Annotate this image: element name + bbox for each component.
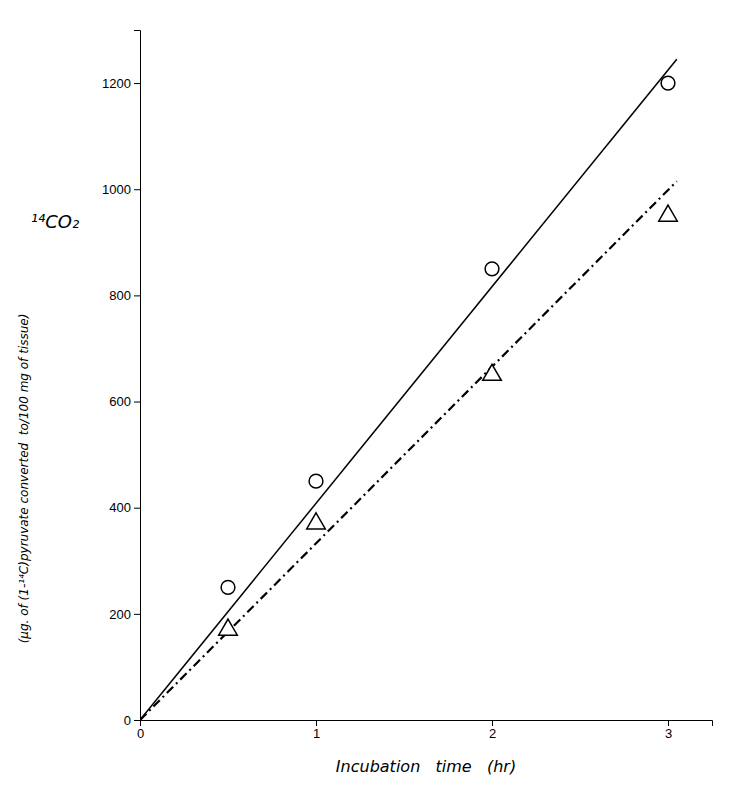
marks	[140, 59, 677, 720]
y-tick: 1000	[102, 182, 140, 197]
y-tick: 200	[109, 607, 140, 622]
y-tick-mark	[134, 295, 140, 296]
point	[219, 619, 238, 635]
x-axis-title: Incubation time (hr)	[336, 757, 516, 776]
line	[140, 181, 677, 720]
y-tick-label: 200	[109, 607, 131, 622]
point	[483, 364, 502, 380]
y-tick-label: 1000	[102, 182, 131, 197]
x-tick-label: 1	[313, 726, 320, 741]
y-tick-mark	[134, 720, 140, 721]
point	[661, 76, 675, 90]
y-tick-mark	[134, 508, 140, 509]
x-tick-label: 0	[137, 726, 144, 741]
plot: 0 1 2 3 0 200 400 600 800 1000 1200	[102, 31, 712, 742]
x-tick: 1	[313, 720, 320, 741]
x-tick: 2	[489, 720, 496, 741]
y-tick-label: 400	[109, 500, 131, 515]
y-tick-label: 1200	[102, 76, 131, 91]
point	[309, 474, 323, 488]
y-axis-title: ¹⁴CO₂	[31, 211, 79, 232]
point	[659, 205, 678, 221]
y-tick-label: 800	[109, 288, 131, 303]
y-axis-subtitle: (μg. of (1-¹⁴C)pyruvate converted to/100…	[17, 314, 31, 644]
y-tick-mark	[134, 614, 140, 615]
y-tick: 800	[109, 288, 140, 303]
x-tick: 0	[137, 720, 144, 741]
x-tick-label: 3	[665, 726, 672, 741]
point	[307, 513, 326, 529]
y-tick: 400	[109, 500, 140, 515]
x-tick-label: 2	[489, 726, 496, 741]
y-axis: 0 200 400 600 800 1000 1200	[102, 31, 140, 728]
y-tick-label: 600	[109, 394, 131, 409]
x-tick-mark	[316, 720, 317, 726]
x-axis-line	[141, 721, 713, 727]
y-tick-mark	[134, 189, 140, 190]
point	[221, 580, 235, 594]
point	[485, 262, 499, 276]
x-tick: 3	[665, 720, 672, 741]
chart: 0 1 2 3 0 200 400 600 800 1000 1200 Incubation time…	[0, 0, 752, 800]
y-axis-line	[134, 31, 141, 721]
y-tick-label: 0	[124, 713, 131, 728]
y-tick-mark	[134, 83, 140, 84]
x-tick-mark	[492, 720, 493, 726]
x-tick-mark	[668, 720, 669, 726]
y-tick: 600	[109, 394, 140, 409]
y-tick: 0	[124, 713, 140, 728]
line	[140, 59, 677, 720]
y-tick: 1200	[102, 76, 140, 91]
x-axis: 0 1 2 3	[137, 720, 713, 741]
y-tick-mark	[134, 402, 140, 403]
